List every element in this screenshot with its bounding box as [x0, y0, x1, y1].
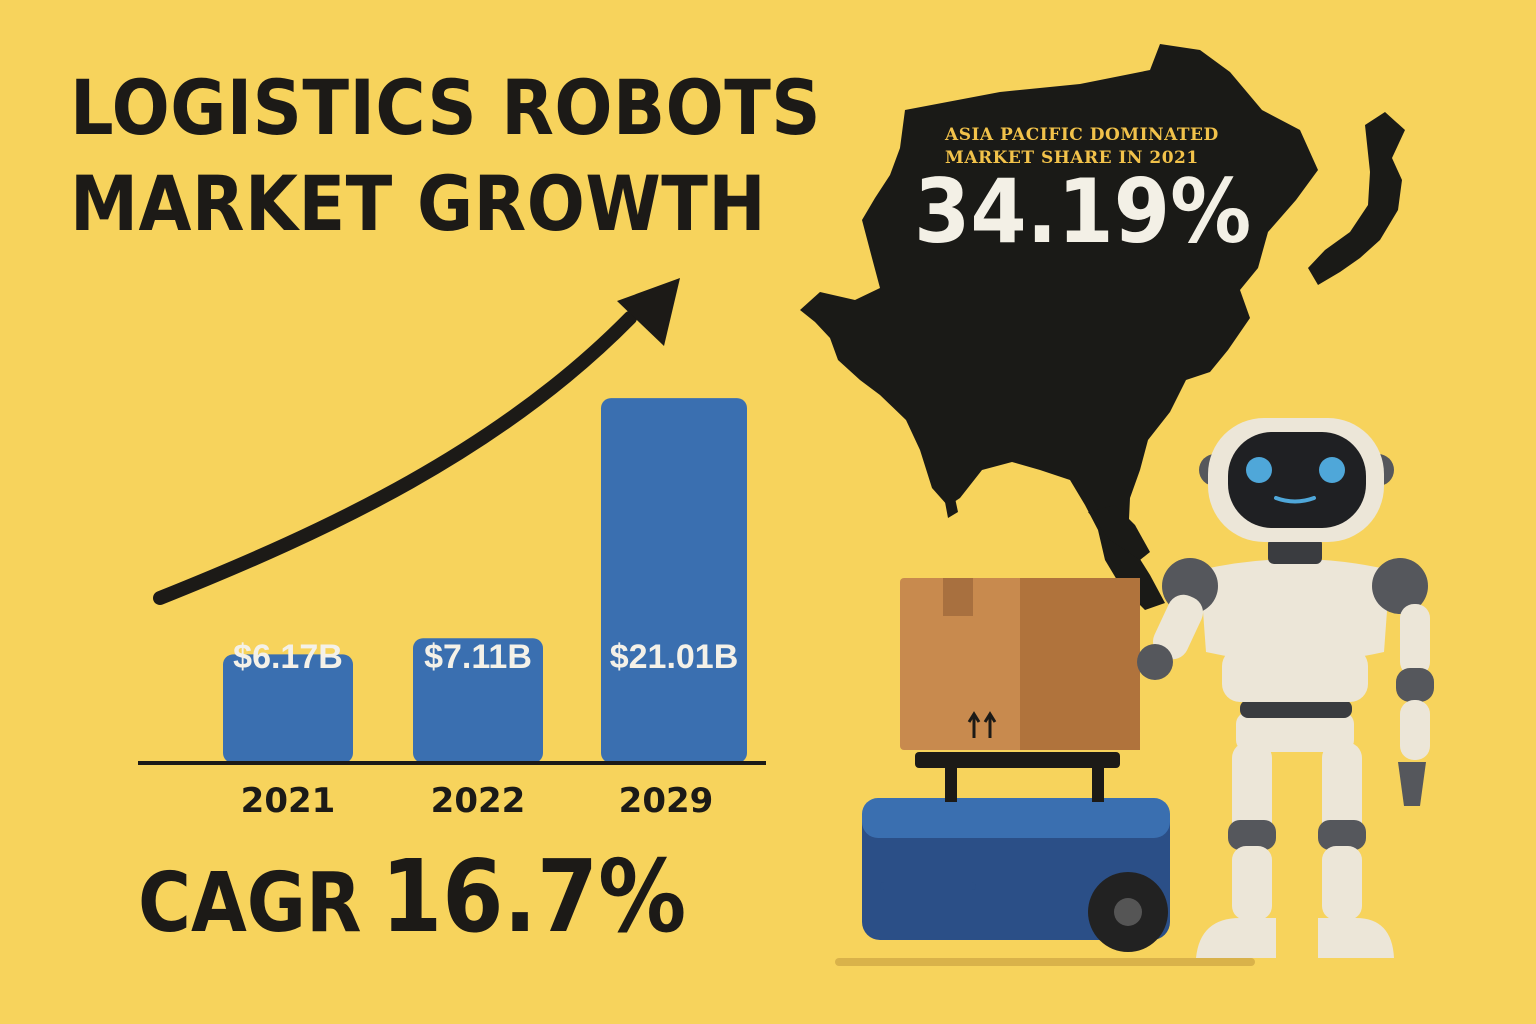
tick-label-2029: 2029	[619, 781, 714, 821]
bar-2029	[601, 398, 747, 763]
tick-label-2022: 2022	[431, 781, 526, 821]
tick-label-2021: 2021	[241, 781, 336, 821]
tick-label-group: 2021 2022 2029	[241, 781, 714, 821]
asia-pacific-map-icon	[800, 44, 1405, 610]
bar-2022	[413, 638, 543, 763]
bar-2021	[223, 654, 353, 763]
region-share-value: 34.19%	[914, 160, 1252, 263]
region-label: ASIA PACIFIC DOMINATED MARKET SHARE IN 2…	[945, 124, 1219, 170]
data-label-2029: $21.01B	[610, 638, 739, 676]
cagr-value: 16.7%	[380, 838, 687, 955]
robot-icon	[1137, 418, 1434, 958]
page-title: LOGISTICS ROBOTS MARKET GROWTH	[70, 60, 821, 252]
bar-group	[223, 398, 747, 763]
data-label-group: $6.17B $7.11B $21.01B	[233, 638, 738, 676]
title-line-2: MARKET GROWTH	[70, 159, 767, 248]
bar-chart: $6.17B $7.11B $21.01B 2021 2022 2029	[138, 278, 766, 821]
cagr-label: CAGR	[138, 856, 362, 951]
delivery-cart-icon	[835, 752, 1255, 966]
region-label-line-2: MARKET SHARE IN 2021	[945, 148, 1199, 168]
cagr-stat: CAGR 16.7%	[138, 838, 686, 955]
cardboard-box-icon	[900, 578, 1140, 750]
title-line-1: LOGISTICS ROBOTS	[70, 63, 822, 152]
data-label-2022: $7.11B	[424, 638, 532, 676]
data-label-2021: $6.17B	[233, 638, 343, 676]
trend-arrow-icon	[153, 278, 680, 605]
region-label-line-1: ASIA PACIFIC DOMINATED	[945, 125, 1219, 145]
